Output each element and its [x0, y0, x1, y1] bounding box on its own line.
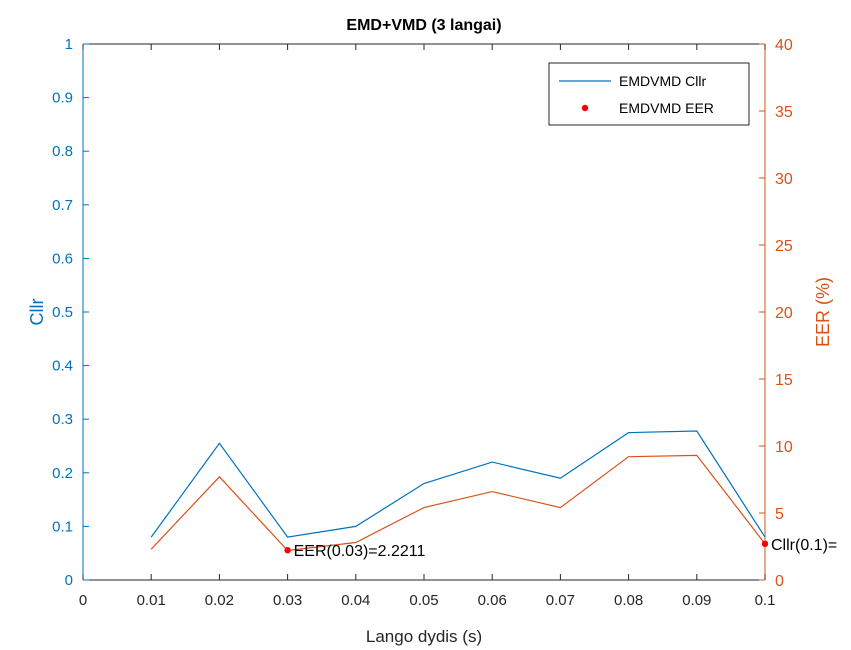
y-tick-label-right: 0 — [775, 573, 784, 590]
y-tick-label-left: 0.3 — [52, 411, 73, 428]
x-axis-label: Lango dydis (s) — [366, 627, 482, 646]
y-tick-label-left: 0.7 — [52, 197, 73, 214]
legend-swatch-dot — [581, 104, 589, 112]
x-tick-label: 0.05 — [409, 592, 438, 609]
x-tick-label: 0.03 — [273, 592, 302, 609]
y-tick-label-left: 0.9 — [52, 90, 73, 107]
y-tick-label-right: 15 — [775, 372, 793, 389]
series-line-eer — [150, 454, 766, 552]
y-axis-label-right: EER (%) — [813, 277, 833, 347]
legend-box — [548, 62, 750, 126]
data-annotation: Cllr(0.1)= — [771, 537, 837, 554]
y-tick-label-left: 0.4 — [52, 358, 73, 375]
y-tick-label-right: 40 — [775, 37, 793, 54]
y-tick-label-left: 0.2 — [52, 465, 73, 482]
x-tick-label: 0.07 — [546, 592, 575, 609]
x-tick-label: 0.08 — [614, 592, 643, 609]
y-tick-label-left: 0 — [65, 572, 73, 589]
x-tick-label: 0.04 — [341, 592, 370, 609]
annotation-layer: EER(0.03)=2.2211 Cllr(0.1)= — [284, 537, 837, 560]
y-tick-label-left: 0.8 — [52, 143, 73, 160]
series-line-cllr — [150, 430, 766, 538]
x-tick-label: 0.1 — [755, 592, 776, 609]
y-tick-label-left: 1 — [65, 36, 73, 53]
x-tick-label: 0.06 — [478, 592, 507, 609]
x-tick-label: 0.01 — [137, 592, 166, 609]
data-point-eer — [761, 540, 769, 548]
y-tick-label-right: 5 — [775, 506, 784, 523]
y-tick-label-right: 25 — [775, 238, 793, 255]
y-tick-label-right: 10 — [775, 439, 793, 456]
legend: EMDVMD Cllr EMDVMD EER — [548, 62, 750, 126]
axes: 0 0.01 0.02 0.03 0.04 0.05 0.06 0.07 0.08 0.09 0.1… — [52, 36, 793, 609]
y-axis-label-left: Cllr — [27, 299, 47, 326]
y-tick-label-right: 35 — [775, 104, 793, 121]
series-layer — [150, 430, 766, 552]
y-tick-label-left: 0.1 — [52, 518, 73, 535]
legend-entry-label: EMDVMD Cllr — [619, 73, 706, 89]
legend-entry-label: EMDVMD EER — [619, 100, 714, 116]
y-tick-label-left: 0.5 — [52, 304, 73, 321]
data-point-eer — [284, 547, 291, 554]
y-tick-label-right: 30 — [775, 171, 793, 188]
x-tick-label: 0.02 — [205, 592, 234, 609]
x-tick-label: 0 — [79, 592, 87, 609]
y-tick-label-left: 0.6 — [52, 250, 73, 267]
data-annotation: EER(0.03)=2.2211 — [294, 543, 426, 560]
y-tick-label-right: 20 — [775, 305, 793, 322]
chart-title: EMD+VMD (3 langai) — [346, 17, 501, 34]
x-tick-label: 0.09 — [682, 592, 711, 609]
